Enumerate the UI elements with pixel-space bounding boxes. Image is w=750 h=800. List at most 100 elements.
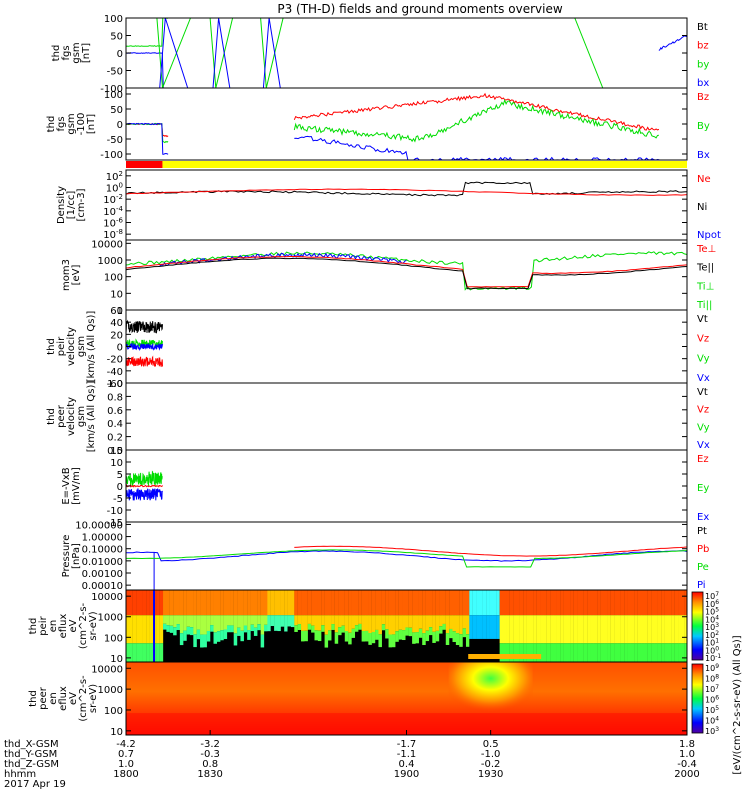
spectrogram-cell xyxy=(264,624,268,632)
spectrogram-cell xyxy=(432,631,436,643)
spectrogram-cell xyxy=(516,590,520,616)
y-axis-label: thd xyxy=(46,338,57,355)
spectrogram-cell xyxy=(139,643,143,662)
spectrogram-cell xyxy=(402,615,406,631)
spectrogram-cell xyxy=(189,615,194,628)
spectrogram-cell xyxy=(304,615,308,631)
spectrogram-cell xyxy=(237,615,241,628)
spectrogram-cell xyxy=(247,630,251,640)
y-tick-label: 1000 xyxy=(98,256,123,267)
spectrogram-cell xyxy=(402,590,406,616)
spectrogram-cell xyxy=(560,643,564,662)
spectrogram-cell xyxy=(428,615,433,628)
spectrogram-cell xyxy=(388,615,393,635)
spectrogram-cell xyxy=(277,631,281,642)
y-tick-label: 1 xyxy=(117,306,123,317)
legend-label: bx xyxy=(697,78,709,89)
spectrogram-cell xyxy=(422,590,426,616)
legend-label: Vy xyxy=(697,353,710,364)
spectrogram-cell xyxy=(455,590,460,616)
spectrogram-cell xyxy=(412,590,416,616)
spectrogram-cell xyxy=(361,615,366,632)
spectrogram-cell xyxy=(600,643,605,662)
spectrogram-cell xyxy=(546,590,551,616)
y-tick-label: 0.2 xyxy=(107,433,123,444)
spectrogram-cell xyxy=(166,615,170,626)
y-axis-label: [mV/m] xyxy=(71,467,82,505)
spectrogram-cell xyxy=(678,615,682,644)
spectrogram-cell xyxy=(139,615,143,644)
spectrogram-cell xyxy=(284,615,288,632)
plot-area xyxy=(126,590,687,662)
spectrogram-cell xyxy=(681,643,685,662)
spectrogram-cell xyxy=(159,643,164,662)
colorbar-tick-label: 10-1 xyxy=(705,653,721,663)
spectrogram-cell xyxy=(240,590,244,616)
spectrogram-hot-region xyxy=(448,662,533,717)
spectrogram-cell xyxy=(415,590,419,616)
spectrogram-cell xyxy=(523,643,527,662)
spectrogram-cell xyxy=(506,643,510,662)
legend-label: By xyxy=(697,121,710,132)
y-tick-label: 50 xyxy=(110,32,123,43)
legend-label: Vx xyxy=(697,373,710,384)
spectrogram-cell xyxy=(344,631,349,642)
spectrogram-cell xyxy=(290,627,295,636)
spectrogram-cell xyxy=(142,590,147,616)
spectrogram-cell xyxy=(223,629,228,640)
legend-label: Pe xyxy=(697,562,709,573)
y-tick-label: -20 xyxy=(107,355,123,366)
spectrogram-cell xyxy=(142,643,147,662)
spectrogram-cell xyxy=(684,615,687,644)
series-Ti xyxy=(126,251,687,291)
series-bx xyxy=(658,35,687,51)
spectrogram-cell xyxy=(674,643,679,662)
spectrogram-cell xyxy=(563,590,568,616)
spectrogram-cell xyxy=(519,590,524,616)
y-tick-label: 0.4 xyxy=(107,419,123,430)
spectrogram-cell xyxy=(425,590,430,616)
spectrogram-cell xyxy=(593,590,598,616)
spectrogram-cell xyxy=(375,629,379,640)
spectrogram-cell xyxy=(331,624,335,630)
spectrogram-cell xyxy=(492,638,497,655)
x-tick-label: 1830 xyxy=(197,769,222,780)
spectrogram-cell xyxy=(526,643,531,662)
spectrogram-cell xyxy=(465,634,470,647)
mode-segment xyxy=(162,161,687,168)
x-tick-label: 0.4 xyxy=(399,759,415,770)
spectrogram-cell xyxy=(502,643,507,662)
spectrogram-cell xyxy=(206,615,211,631)
plot-area xyxy=(126,470,163,501)
spectrogram-cell xyxy=(368,633,372,645)
y-axis-label: sr-eV) xyxy=(88,611,99,640)
spectrogram-cell xyxy=(287,626,292,634)
y-tick-label: -50 xyxy=(107,67,123,78)
y-tick-label: 10000 xyxy=(91,239,123,250)
spectrogram-cell xyxy=(425,615,430,631)
spectrogram-cell xyxy=(378,590,382,616)
x-tick-label: -1.7 xyxy=(397,739,417,750)
spectrogram-cell xyxy=(129,590,133,616)
spectrogram-cell xyxy=(593,615,598,644)
spectrogram-cell xyxy=(516,615,520,644)
spectrogram-cell xyxy=(260,590,265,616)
spectrogram-cell xyxy=(321,590,325,616)
x-tick-label: -0.3 xyxy=(200,749,220,760)
spectrogram-cell xyxy=(250,624,255,632)
spectrogram-cell xyxy=(442,615,446,624)
y-axis-label: [1/cc] xyxy=(66,191,77,220)
spectrogram-cell xyxy=(166,625,170,632)
spectrogram-cell xyxy=(607,615,611,644)
spectrogram-cell xyxy=(334,632,339,644)
spectrogram-cell xyxy=(183,590,187,616)
spectrogram-cell xyxy=(267,590,271,616)
spectrogram-cell xyxy=(216,631,221,642)
spectrogram-cell xyxy=(684,590,687,616)
spectrogram-cell xyxy=(469,638,473,655)
plot-area xyxy=(126,18,687,88)
series-by xyxy=(126,18,169,47)
spectrogram-cell xyxy=(674,590,679,616)
